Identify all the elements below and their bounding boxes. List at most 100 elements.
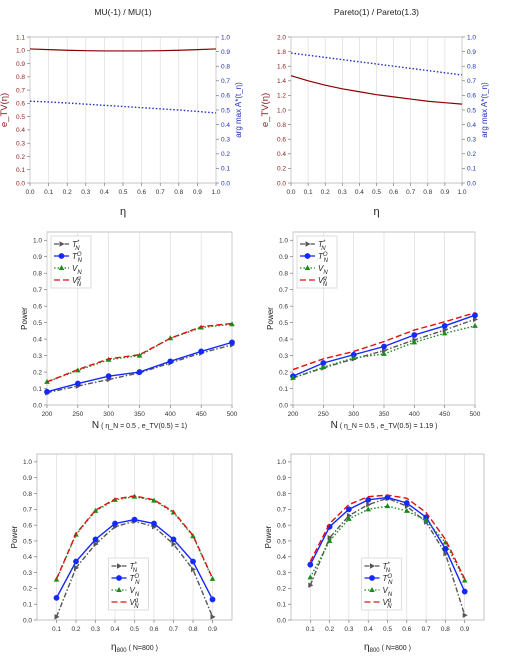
data-point [384,503,391,509]
y-tick-label-right: 0.1 [467,166,476,173]
x-axis-label: N ( η_N = 0.5 , e_TV(0.5) = 1) [92,420,187,431]
x-tick-label: 0.5 [118,189,127,196]
legend-label: T* N [318,240,326,252]
x-tick-label: 0.0 [25,189,34,196]
data-point [74,380,81,387]
y-tick-label-right: 0.6 [467,93,476,100]
y-tick-label-right: 0.3 [221,137,230,144]
x-tick-label: 0.6 [389,189,398,196]
y-tick-label: 0.2 [33,369,42,376]
y-tick-label: 0.9 [23,475,32,482]
data-point [423,517,429,523]
chart-panel-6: 0.1 0.2 0.3 0.4 0.5 0.6 0.7 0.8 0.9 0.0 0.1 0.2 0.3 0… [264,453,485,654]
chart-panel-3: 200 250 300 350 400 450 500 0.0 0.1 0.2 0.3 0.4 0.5 0… [20,231,238,431]
x-tick-label: 350 [134,411,145,418]
data-point [403,500,410,506]
data-point [307,574,314,580]
x-tick-label: 0.2 [63,189,72,196]
data-point [198,348,205,355]
x-tick-label: 0.2 [325,626,334,633]
y-tick-label: 0.6 [33,303,42,310]
x-tick-label: 350 [379,411,390,418]
x-tick-label: 0.4 [355,189,364,196]
legend-box [361,557,402,611]
x-tick-label: 0.9 [193,189,202,196]
y-tick-label: 0.4 [277,554,286,561]
data-point [170,536,177,543]
y-tick-label: 0.4 [23,554,32,561]
data-point [365,496,372,503]
y-tick-label: 2.0 [277,34,286,41]
y-tick-label: 0.9 [33,254,42,261]
x-tick-label: 0.3 [91,626,100,633]
chart-title: MU(-1) / MU(1) [94,7,151,17]
legend-label: T* N [130,562,138,574]
y-tick-label-right: 0.6 [221,93,230,100]
y-tick-label: 0.0 [23,617,32,624]
data-point [229,339,235,346]
y-tick-label: 0.9 [16,61,25,68]
x-tick-label: 500 [227,411,238,418]
y-tick-label-right: 0.4 [467,122,476,129]
y-tick-label: 1.0 [277,459,286,466]
chart-panel-4: 200 250 300 350 400 450 500 0.0 0.1 0.2 0.3 0.4 0.5 0… [266,231,481,431]
y-tick-label: 0.3 [16,140,25,147]
data-point [307,561,314,568]
legend-label: VN [383,586,393,598]
legend-marker [369,575,375,581]
data-point [190,533,196,539]
data-point [320,364,327,370]
data-point [461,577,468,583]
chart-panel-1: 0.0 0.1 0.2 0.3 0.4 0.5 0.6 0.7 0.8 0.9 1.00.00.10… [0,7,243,218]
y-tick-label: 0.4 [16,127,25,134]
y-tick-label: 0.8 [279,270,288,277]
y-tick-label: 0.6 [277,137,286,144]
legend-label: Vg N [130,598,140,610]
y-axis-label-right: arg max A*(t_η) [234,82,243,138]
y-tick-label: 0.3 [277,570,286,577]
x-tick-label: 0.3 [81,189,90,196]
x-tick-label: 0.4 [100,189,109,196]
y-tick-label: 0.8 [277,122,286,129]
data-point [443,550,449,557]
legend-marker [58,265,65,270]
x-tick-label: 0.2 [321,189,330,196]
data-point [442,545,449,552]
x-axis-label: η800 ( N=800 ) [111,642,158,654]
y-tick-label: 0.4 [277,151,286,158]
x-tick-label: 0.5 [372,189,381,196]
y-tick-label: 0.0 [16,180,25,187]
data-point [327,534,333,541]
data-point [112,520,118,527]
data-point [462,612,468,619]
data-point [346,515,352,521]
data-point [229,321,235,327]
series-line-4 [46,322,233,383]
y-tick-label: 0.4 [33,336,42,343]
x-tick-label: 200 [288,411,299,418]
y-tick-label: 0.0 [33,402,42,409]
y-tick-label: 1.0 [279,238,288,245]
legend-box [108,557,149,611]
data-point [151,497,157,503]
y-tick-label: 1.2 [277,93,286,100]
legend-label: VN [72,264,82,276]
data-point [167,358,174,365]
y-tick-label: 0.1 [23,601,32,608]
data-point [136,369,143,375]
data-point [290,374,296,380]
x-tick-label: 300 [348,411,359,418]
x-tick-label: 500 [470,411,481,418]
x-tick-label: 300 [103,411,114,418]
x-tick-label: 0.8 [441,626,450,633]
data-point [53,576,60,582]
y-tick-label-right: 0.2 [467,151,476,158]
y-tick-label-right: 0.2 [221,151,230,158]
data-point [191,566,196,573]
data-point [472,322,478,328]
y-axis-label: e_TV(η) [260,93,271,127]
y-tick-label-right: 0.4 [221,122,230,129]
y-tick-label: 1.0 [23,459,32,466]
x-tick-label: 450 [196,411,207,418]
